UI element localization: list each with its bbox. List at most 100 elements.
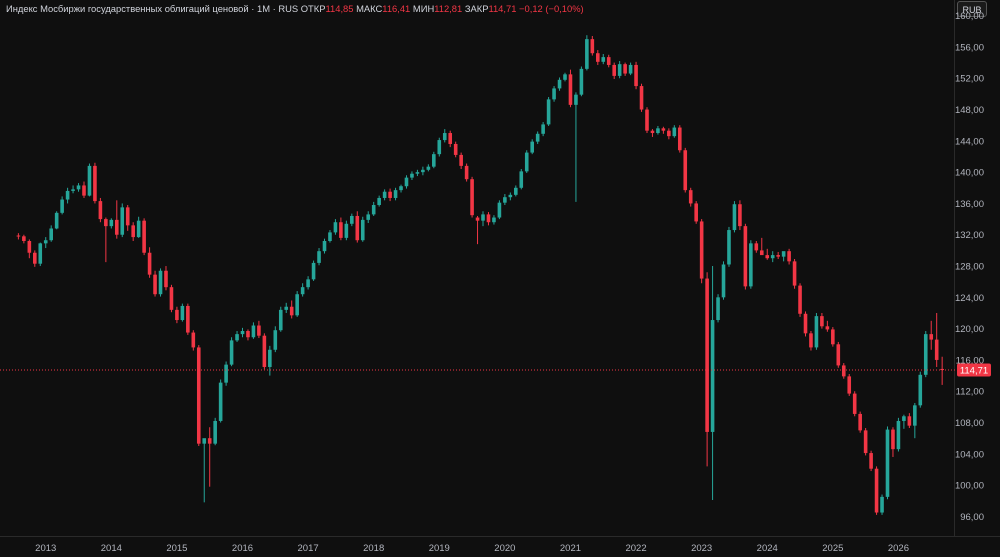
price-tick-label: 128,00 [955, 262, 984, 273]
candle [32, 250, 37, 267]
candle [131, 222, 135, 242]
price-tick-label: 124,00 [955, 293, 984, 304]
candle [650, 129, 655, 137]
candle-body [224, 364, 228, 383]
candle [114, 200, 119, 239]
candle-body [519, 171, 524, 188]
candle-body [940, 368, 944, 371]
candle [874, 466, 879, 515]
candle-body [617, 64, 622, 76]
candle-body [738, 204, 742, 227]
candle [224, 361, 228, 386]
low-label: МИН [412, 3, 435, 14]
candle-body [246, 330, 250, 338]
candle [645, 107, 649, 134]
candle [186, 303, 190, 335]
candle [896, 417, 901, 452]
symbol-legend: Индекс Мосбиржи государственных облигаци… [6, 3, 584, 14]
candle [54, 211, 59, 230]
candle-body [49, 228, 53, 241]
candle-body [727, 230, 731, 265]
price-tick-label: 144,00 [955, 136, 984, 147]
candle [377, 195, 381, 207]
close-value: 114,71 [488, 3, 517, 14]
candle [404, 175, 409, 189]
candle-body [393, 190, 398, 198]
candle [683, 147, 688, 193]
price-axis[interactable]: 160,00 156,00 152,00 148,00 144,00 140,00 136,… [955, 11, 984, 523]
candle [295, 291, 299, 317]
time-tick-label: 2024 [757, 543, 778, 554]
candle [355, 211, 360, 243]
candle [142, 218, 146, 256]
candle-body [683, 150, 688, 191]
candle [858, 411, 862, 433]
candle-body [470, 179, 474, 216]
candle-body [497, 202, 502, 218]
price-tick-label: 132,00 [955, 230, 984, 241]
candle-body [623, 64, 627, 74]
candle-body [65, 190, 70, 200]
candle [289, 300, 294, 319]
candle [595, 50, 600, 65]
candle [809, 330, 813, 351]
candle [891, 427, 895, 457]
candle-body [546, 99, 551, 125]
candle [585, 35, 589, 71]
candle [776, 251, 780, 260]
candle-body [601, 57, 606, 62]
candle [421, 166, 425, 176]
candle-body [371, 205, 376, 215]
candle [661, 126, 666, 134]
price-tick-label: 100,00 [955, 481, 984, 492]
candle-body [38, 243, 43, 264]
candle [470, 176, 474, 218]
candle-body [552, 88, 556, 100]
candle-body [125, 207, 130, 226]
candle [732, 201, 737, 233]
candle-body [787, 251, 791, 262]
candle [240, 327, 245, 338]
candle-body [557, 79, 562, 89]
time-tick-label: 2017 [298, 543, 319, 554]
candle [612, 62, 616, 80]
candle [820, 312, 824, 329]
candle [306, 276, 310, 290]
candle [87, 163, 92, 197]
time-tick-label: 2020 [494, 543, 515, 554]
candle-body [76, 185, 81, 190]
candle [765, 248, 770, 260]
candle [147, 247, 152, 278]
candle-body [180, 305, 185, 321]
candle [207, 427, 212, 487]
candle [568, 69, 573, 108]
candle [475, 215, 480, 245]
time-axis[interactable]: 2013 2014 2015 2016 2017 2018 2019 2020 2021 2022… [35, 543, 909, 554]
candle [940, 356, 944, 385]
candle [836, 341, 841, 368]
candle-body [902, 416, 906, 421]
candle-body [535, 133, 540, 142]
candle-body [781, 251, 786, 257]
candle-body [60, 199, 64, 213]
candle [22, 234, 26, 244]
candle [371, 201, 376, 216]
candle [634, 61, 638, 90]
candle [175, 306, 179, 324]
candle-body [464, 165, 469, 180]
candle-body [136, 220, 141, 238]
candle [27, 239, 32, 259]
currency-button[interactable]: RUB [957, 1, 987, 17]
candle [918, 371, 923, 408]
candle [831, 327, 835, 347]
candle-body [153, 274, 157, 295]
candle [716, 294, 720, 323]
candle [628, 62, 633, 76]
candle-body [240, 330, 245, 335]
candle [350, 213, 354, 227]
time-tick-label: 2026 [888, 543, 909, 554]
candle [196, 345, 201, 447]
candle [486, 212, 491, 226]
candle [672, 125, 677, 138]
